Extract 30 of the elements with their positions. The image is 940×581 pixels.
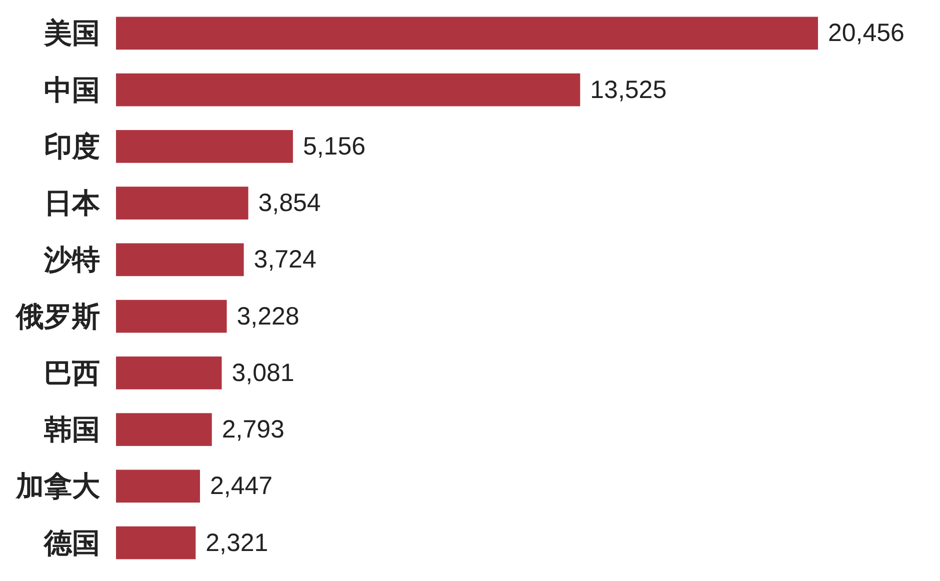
data-label: 3,854 [258, 189, 321, 218]
bar [116, 73, 580, 106]
data-label: 3,724 [254, 246, 316, 274]
y-tick-label: 巴西 [44, 357, 100, 388]
bar [116, 356, 222, 390]
bar [116, 130, 293, 163]
data-label: 2,321 [206, 528, 268, 557]
y-tick-label: 中国 [44, 74, 100, 106]
data-label: 3,228 [236, 302, 300, 330]
y-tick-label: 加拿大 [15, 470, 101, 502]
data-label: 5,156 [302, 132, 366, 160]
y-tick-label: 日本 [44, 188, 101, 219]
bar [116, 526, 196, 560]
data-label: 2,447 [210, 472, 273, 500]
y-tick-label: 沙特 [43, 244, 100, 276]
y-tick-label: 美国 [43, 18, 100, 49]
y-tick-label: 印度 [44, 130, 100, 162]
data-label: 20,456 [828, 19, 904, 48]
data-label: 2,793 [222, 416, 284, 444]
y-tick-label: 俄罗斯 [15, 300, 100, 332]
bar [116, 16, 818, 50]
bar [116, 243, 244, 276]
bar [116, 470, 200, 503]
bar [116, 300, 227, 333]
data-label: 13,525 [590, 76, 667, 104]
bar [116, 413, 212, 446]
y-tick-label: 韩国 [43, 414, 100, 446]
y-tick-label: 德国 [43, 527, 100, 558]
bar [116, 186, 248, 220]
data-label: 3,081 [232, 358, 294, 387]
